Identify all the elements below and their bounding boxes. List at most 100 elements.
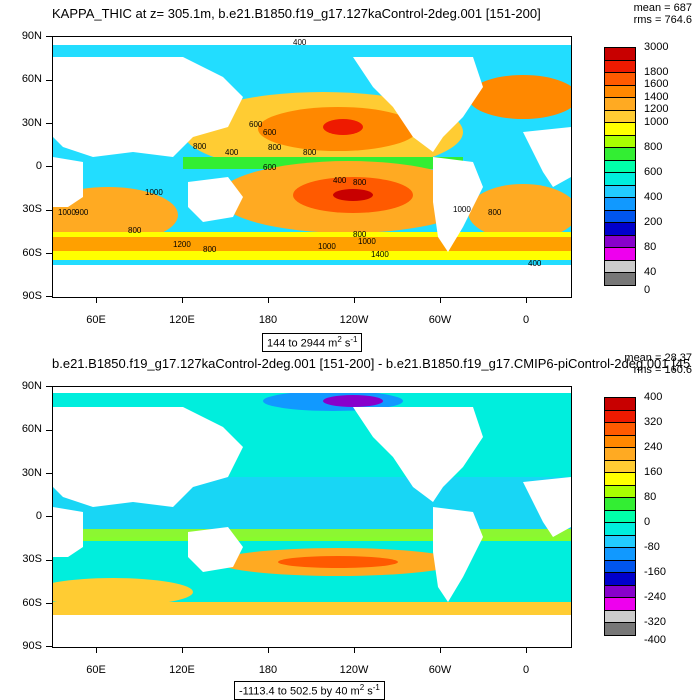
contour-label: 800 [268,143,282,152]
colorbar-label: -80 [644,541,660,553]
colorbar-label: 320 [644,416,663,428]
lat-label: 0 [35,160,42,172]
panel2-map [52,386,572,648]
lat-label: 90S [22,640,42,652]
lon-label: 0 [522,664,530,676]
panel2-map-svg [53,387,571,647]
lat-label: 30N [21,117,42,129]
contour-label: 600 [249,120,263,129]
contour-label: 800 [203,245,217,254]
panel-kappa-thic: KAPPA_THIC at z= 305.1m, b.e21.B1850.f19… [21,2,694,352]
panel2-range-label: -1113.4 to 502.5 by 40 m2 s-1 [234,681,385,700]
colorbar-label: -240 [644,591,667,603]
contour-label: 800 [303,148,317,157]
contour-label: 600 [263,163,277,172]
panel1-range-label: 144 to 2944 m2 s-1 [262,333,363,352]
colorbar-label: -160 [644,566,667,578]
contour-label: 1000 [145,188,163,197]
north-atlantic-band [468,75,571,119]
colorbar-label: 400 [644,191,663,203]
panel1-title: KAPPA_THIC at z= 305.1m, b.e21.B1850.f19… [52,6,541,21]
land-masses [53,387,571,647]
colorbar-label: 40 [644,266,657,278]
panel1-stats: mean = 687 rms = 764.6 [600,2,692,26]
lon-label: 120W [339,664,369,676]
panel1-map: 400 600 600 800 800 400 800 600 1000 400… [52,36,572,298]
north-america [353,407,483,502]
contour-label: 800 [488,208,502,217]
panel1-colorbar-labels: 3000 1800 1600 1400 1200 1000 800 600 40… [644,41,694,296]
panel1-map-svg: 400 600 600 800 800 400 800 600 1000 400… [53,37,571,297]
colorbar-label: 1200 [644,103,669,115]
panel2-colorbar-labels: 400 320 240 160 80 0 -80 -160 -240 -320 … [644,391,694,646]
lat-label: 90N [21,380,42,392]
colorbar-label: 80 [644,491,657,503]
colorbar-label: 0 [644,284,651,296]
panel2-rms: rms = 160.6 [633,364,692,376]
land-masses [53,37,571,297]
lat-label: 60S [22,247,42,259]
panel2-stats: mean = 28.37 rms = 160.6 [600,352,692,376]
colorbar-label: 0 [644,516,651,528]
lat-label: 90N [21,30,42,42]
lat-label: 0 [35,510,42,522]
southern-ocean-band [53,602,571,616]
arctic [53,37,571,45]
colorbar-label: 600 [644,166,663,178]
contour-label: 1000 [58,208,76,217]
eurasia [53,57,243,157]
panel2-title: b.e21.B1850.f19_g17.127kaControl-2deg.00… [52,356,691,371]
contour-labels: 400 600 600 800 800 400 800 600 1000 400… [58,38,542,268]
antarctica [53,265,571,297]
colorbar-label: 200 [644,216,663,228]
lat-label: 30N [21,467,42,479]
lat-label: 60N [21,73,42,85]
colorbar-label: 80 [644,241,657,253]
colorbar-label: 240 [644,441,663,453]
arctic [53,387,571,393]
contour-label: 1000 [358,237,376,246]
panel2-colorbar [604,397,636,636]
lon-label: 120W [339,314,369,326]
south-atlantic-gyre [468,184,571,240]
contour-label: 800 [353,178,367,187]
contour-label: 900 [75,208,89,217]
colorbar-label: -320 [644,616,667,628]
lat-label: 60N [21,423,42,435]
antarctica [53,615,571,647]
contour-label: 800 [193,142,207,151]
colorbar-label: 160 [644,466,663,478]
panel2-mean: mean = 28.37 [624,352,692,364]
contour-label: 1400 [371,250,389,259]
south-america [433,507,483,602]
south-indian-positive-anomaly [53,578,193,606]
lon-label: 180 [258,314,278,326]
colorbar-label: 400 [644,391,663,403]
colorbar-label: 1800 [644,66,669,78]
contour-label: 1200 [173,240,191,249]
lat-label: 30S [22,553,42,565]
colorbar-label: 3000 [644,41,669,53]
colorbar-label: 1600 [644,78,669,90]
contour-label: 1000 [318,242,336,251]
north-america [353,57,483,152]
lat-label: 90S [22,290,42,302]
contour-label: 400 [225,148,239,157]
south-indian-gyre [53,187,178,243]
colorbar-label: -400 [644,634,667,646]
contour-label: 800 [353,230,367,239]
panel1-rms: rms = 764.6 [633,14,692,26]
lat-label: 60S [22,597,42,609]
eurasia [53,407,243,507]
lon-label: 0 [522,314,530,326]
lon-label: 60W [428,314,452,326]
panel1-mean: mean = 687 [633,2,692,14]
contour-label: 800 [128,226,142,235]
panel1-colorbar [604,47,636,286]
lon-label: 60E [86,314,106,326]
lon-label: 120E [169,664,195,676]
contour-label: 1000 [453,205,471,214]
colorbar-label: 800 [644,141,663,153]
panel-difference: b.e21.B1850.f19_g17.127kaControl-2deg.00… [0,350,700,700]
australia [188,527,243,572]
